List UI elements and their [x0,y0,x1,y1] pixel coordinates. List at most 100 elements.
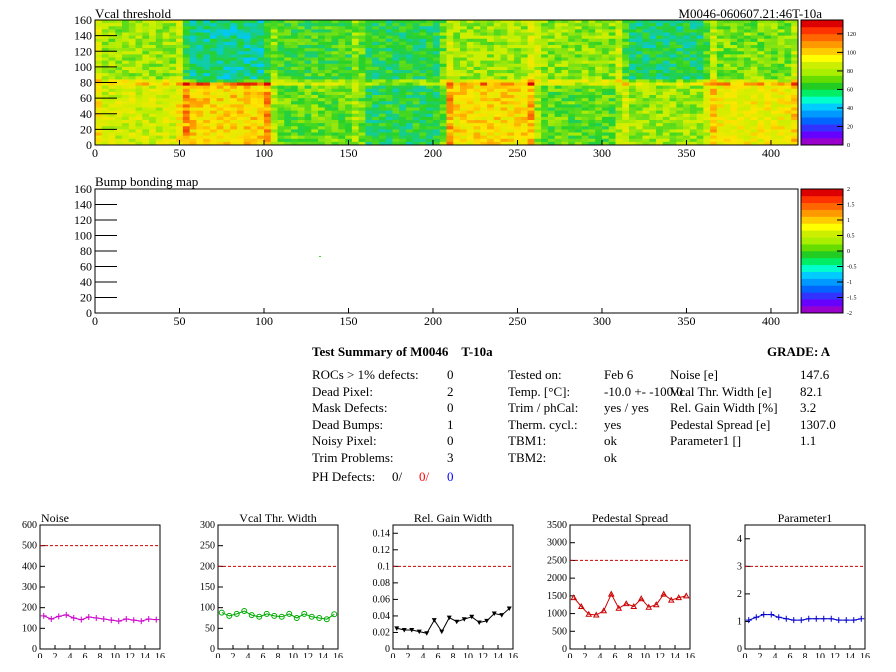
chart-frame [569,524,691,650]
heatmap-cell [351,26,360,30]
heatmap-cell [588,79,596,83]
heatmap-cell [176,126,184,130]
heatmap-cell [554,63,562,68]
heatmap-cell [250,79,258,83]
heatmap-cell [432,20,441,24]
heatmap-cell [128,41,136,46]
heatmap-cell [128,38,136,43]
heatmap-cell [547,54,556,58]
heatmap-cell [372,54,380,58]
heatmap-cell [683,35,691,40]
y-tick-label: 20 [80,122,92,136]
heatmap-cell [277,123,285,127]
heatmap-cell [743,101,752,105]
heatmap-cell [351,63,360,68]
heatmap-cell [500,20,508,24]
heatmap-cell [750,95,758,99]
heatmap-cell [412,60,420,65]
heatmap-cell [263,126,272,130]
heatmap-cell [791,60,799,65]
data-point [745,617,752,624]
heatmap-cell [426,51,434,55]
heatmap-cell [230,63,238,68]
heatmap-cell [446,66,454,71]
heatmap-cell [710,79,718,83]
heatmap-cell [568,76,576,80]
data-point [850,617,857,624]
heatmap-cell [514,63,522,68]
heatmap-cell [649,60,657,65]
heatmap-cell [588,76,596,80]
heatmap-cell [439,107,447,112]
heatmap-cell [378,91,387,96]
heatmap-cell [297,138,305,143]
heatmap-cell [405,85,414,90]
heatmap-cell [534,79,542,83]
heatmap-cell [155,57,163,62]
heatmap-cell [757,32,765,37]
heatmap-cell [399,66,407,71]
heatmap-cell [405,88,414,93]
heatmap-cell [588,73,596,77]
heatmap-cell [493,138,501,143]
heatmap-cell [196,82,204,87]
heatmap-cell [405,138,414,143]
heatmap-cell [629,70,637,74]
heatmap-cell [426,129,434,133]
heatmap-cell [203,120,211,124]
heatmap-cell [405,110,414,115]
heatmap-cell [683,26,691,30]
heatmap-cell [635,88,643,93]
x-tick-label: 14 [670,652,680,658]
heatmap-cell [95,26,103,30]
heatmap-cell [595,129,603,133]
heatmap-cell [791,70,799,74]
heatmap-cell [304,76,312,80]
heatmap-cell [534,57,542,62]
heatmap-cell [764,57,772,62]
heatmap-cell [209,32,218,37]
heatmap-cell [385,101,393,105]
heatmap-cell [372,60,380,65]
heatmap-cell [176,32,184,37]
x-tick-label: 4 [773,652,778,658]
heatmap-cell [487,76,495,80]
heatmap-cell [453,35,461,40]
heatmap-cell [358,60,366,65]
heatmap-cell [453,51,461,55]
heatmap-cell [487,45,495,49]
heatmap-cell [318,60,326,65]
heatmap-cell [635,38,643,43]
heatmap-cell [541,70,549,74]
heatmap-cell [500,48,508,52]
heatmap-cell [263,48,272,52]
heatmap-cell [372,48,380,52]
heatmap-cell [142,76,150,80]
heatmap-cell [236,45,245,49]
x-tick-label: 6 [83,652,88,658]
map-title: Bump bonding map [95,175,198,189]
heatmap-cell [595,70,603,74]
heatmap-cell [155,48,163,52]
heatmap-cell [297,57,305,62]
param-row-label: Noise [e] [670,367,719,382]
heatmap-cell [311,35,319,40]
heatmap-cell [223,32,231,37]
heatmap-cell [601,48,610,52]
heatmap-cell [547,35,556,40]
defect-row: Dead Pixel: 2 [312,384,454,400]
heatmap-cell [399,63,407,68]
heatmap-cell [656,70,664,74]
heatmap-cell [730,123,738,127]
heatmap-cell [608,20,616,24]
heatmap-cell [263,51,272,55]
heatmap-cell [304,88,312,93]
heatmap-cell [439,132,447,137]
heatmap-cell [534,85,542,90]
heatmap-cell [351,129,360,133]
heatmap-cell [270,138,278,143]
heatmap-cell [622,38,630,43]
heatmap-cell [534,138,542,143]
heatmap-cell [777,32,785,37]
heatmap-cell [257,98,265,102]
